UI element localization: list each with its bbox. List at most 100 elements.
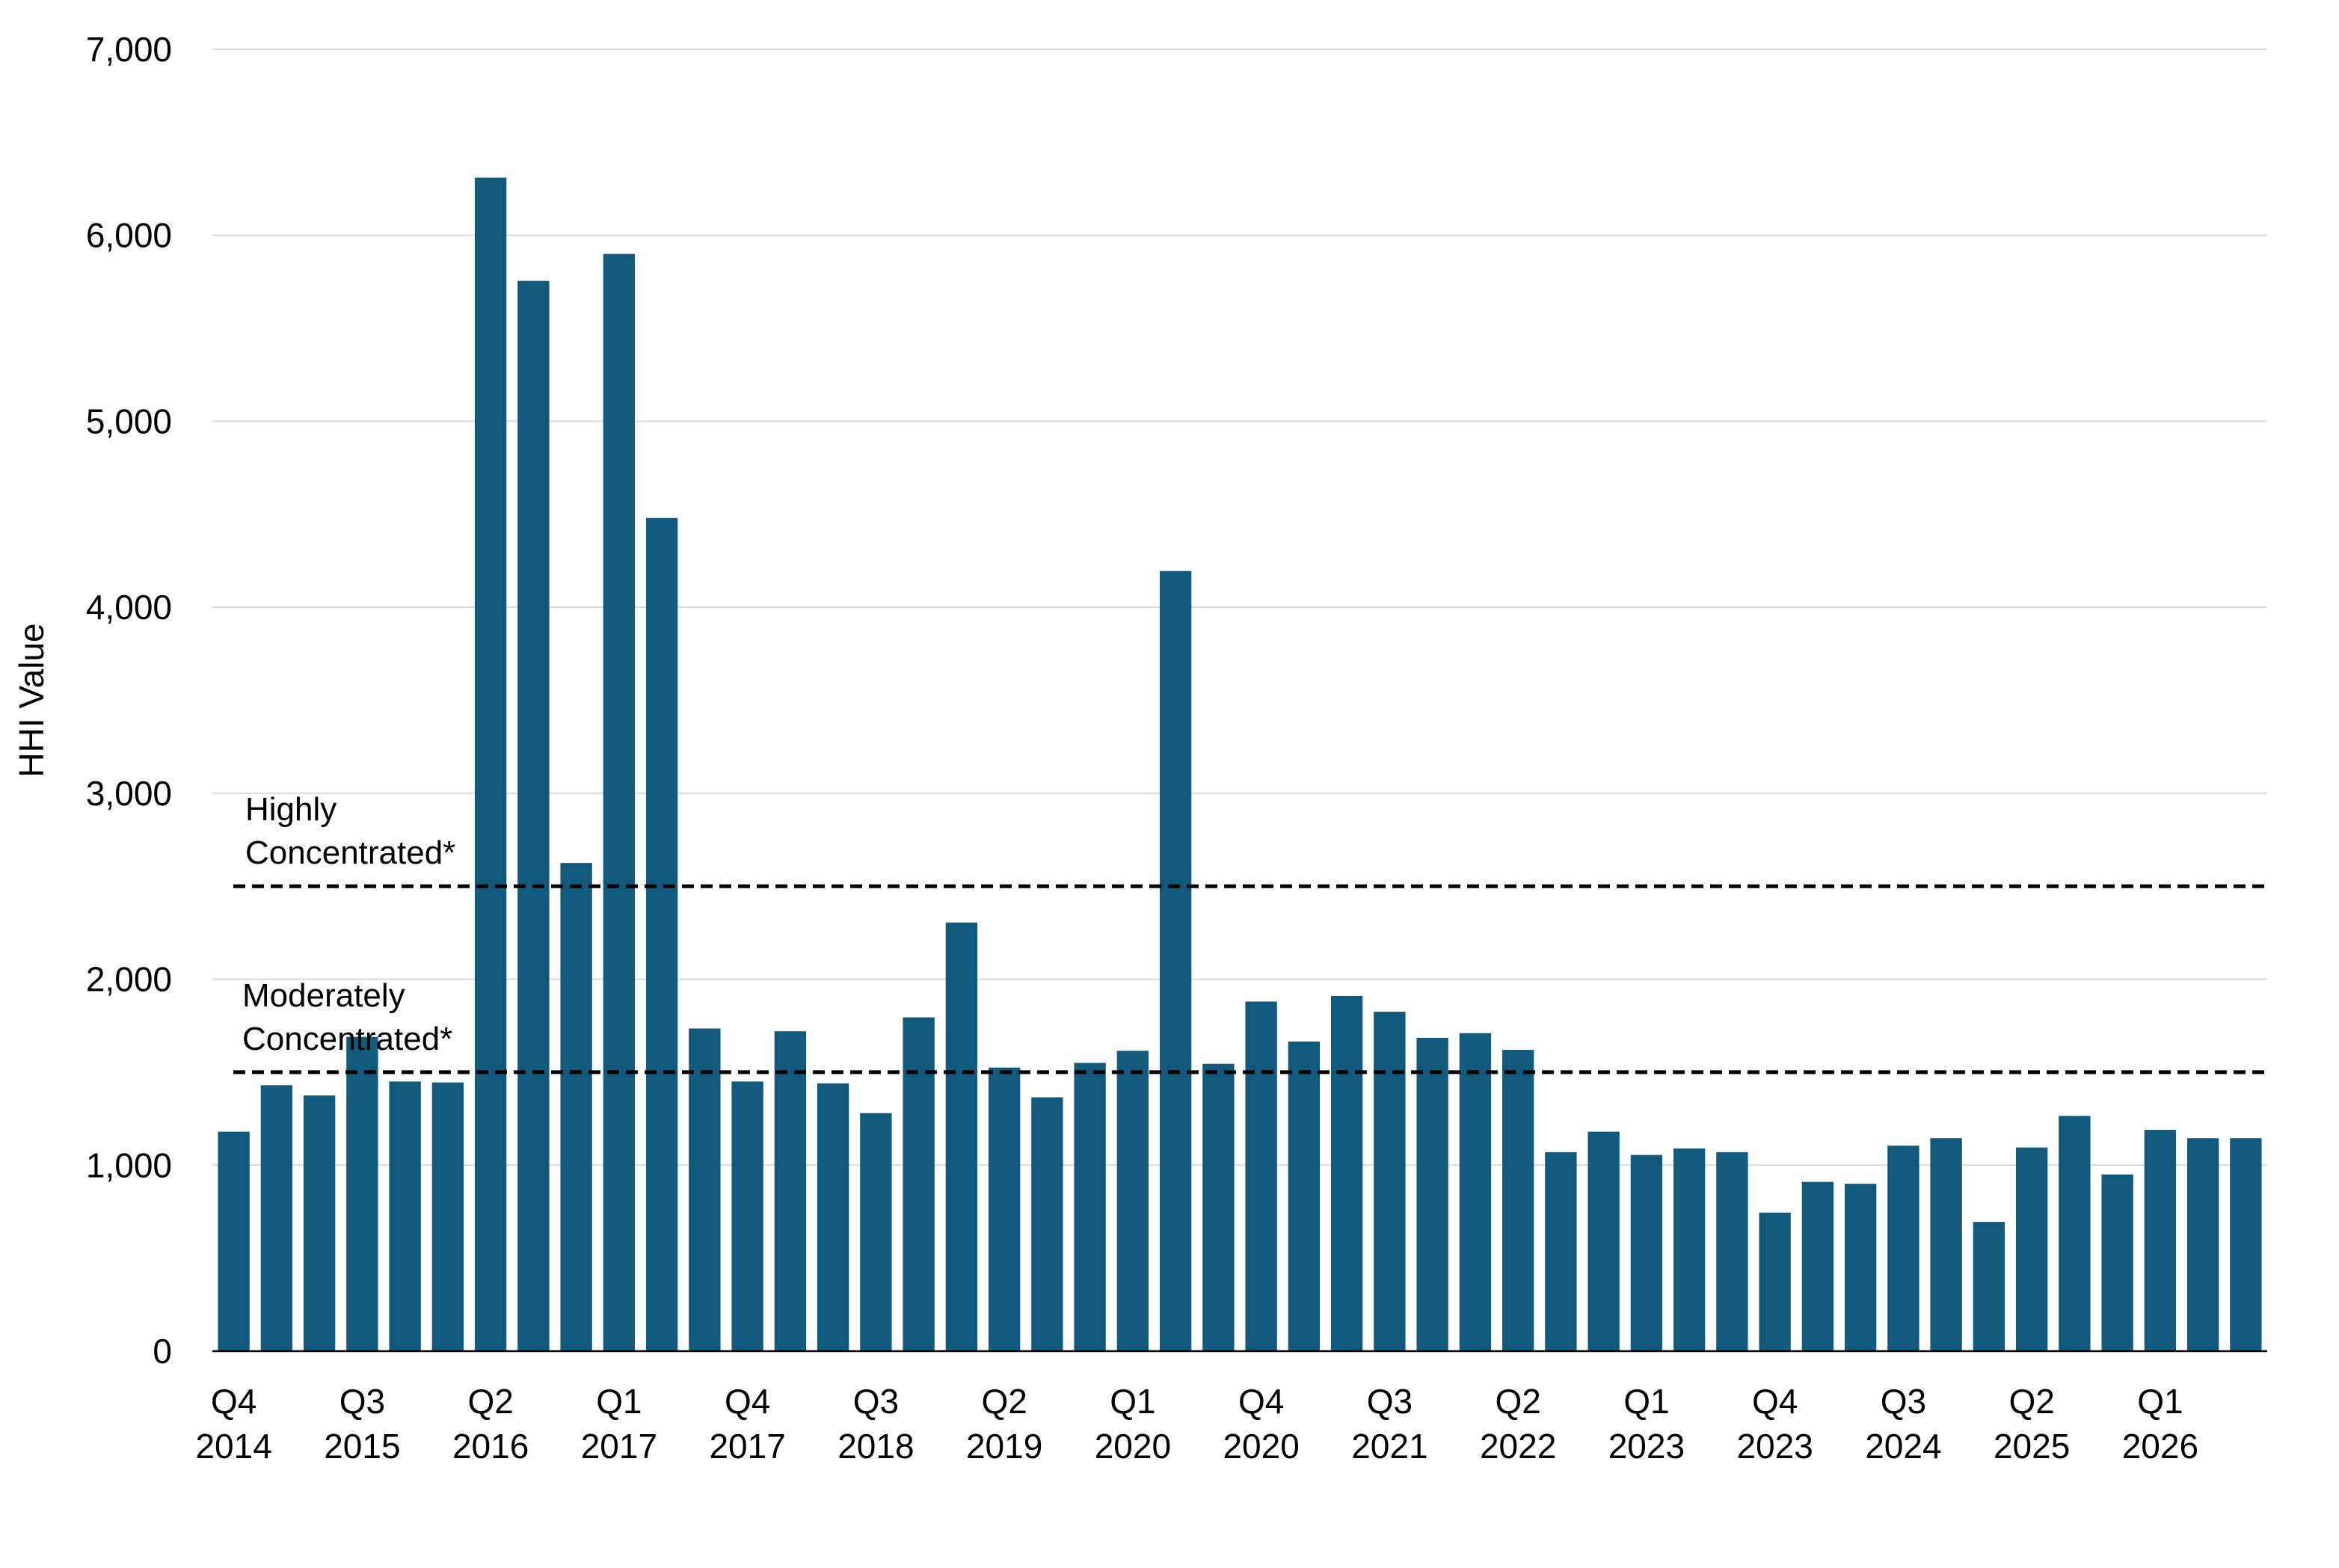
bar <box>346 1036 378 1351</box>
bar <box>1459 1033 1492 1351</box>
bar <box>1887 1146 1920 1351</box>
bar <box>303 1095 336 1351</box>
x-tick-label-year: 2023 <box>1736 1427 1813 1466</box>
bar <box>1844 1184 1877 1351</box>
x-tick-label-year: 2020 <box>1223 1427 1299 1466</box>
bar <box>1288 1041 1321 1351</box>
x-tick-label-quarter: Q1 <box>1110 1382 1155 1421</box>
x-tick-label-year: 2017 <box>581 1427 657 1466</box>
bar <box>1031 1097 1063 1351</box>
bar <box>988 1067 1021 1351</box>
gridlines <box>212 49 2267 1166</box>
bar <box>560 863 592 1351</box>
bar <box>1502 1050 1534 1351</box>
bar <box>1074 1063 1106 1351</box>
x-axis-tick-labels: Q4 2014 Q3 2015 Q2 2016 Q1 2017 Q4 2017 Q3 2018 Q2 20… <box>195 1382 2198 1466</box>
bar <box>1973 1222 2005 1351</box>
x-tick-label-quarter: Q3 <box>853 1382 899 1421</box>
bar <box>2101 1174 2133 1351</box>
bar <box>1673 1148 1706 1351</box>
bar <box>817 1083 849 1351</box>
bar <box>731 1081 763 1351</box>
x-tick-label-year: 2019 <box>966 1427 1042 1466</box>
x-tick-label-year: 2014 <box>195 1427 271 1466</box>
bar <box>1630 1155 1663 1351</box>
bar <box>1245 1001 1277 1351</box>
y-axis-tick-labels: 0 1,000 2,000 3,000 4,000 5,000 6,000 7,000 <box>86 30 172 1371</box>
reference-lines: Highly Concentrated* Moderately Concentrate… <box>233 791 2267 1074</box>
bar <box>2230 1138 2262 1351</box>
x-tick-label-year: 2023 <box>1608 1427 1685 1466</box>
bar <box>1759 1212 1791 1351</box>
x-tick-label-year: 2020 <box>1095 1427 1171 1466</box>
x-tick-label-quarter: Q2 <box>1495 1382 1540 1421</box>
x-tick-label-quarter: Q3 <box>339 1382 385 1421</box>
bar <box>1330 995 1363 1351</box>
bar <box>2059 1116 2091 1351</box>
x-tick-label-year: 2026 <box>2122 1427 2198 1466</box>
x-tick-label-quarter: Q4 <box>211 1382 256 1421</box>
y-tick-label: 4,000 <box>86 588 172 627</box>
reference-line-label-line: Concentrated* <box>245 834 455 871</box>
bar <box>474 177 507 1352</box>
x-tick-label-year: 2017 <box>709 1427 785 1466</box>
reference-line-label-line: Moderately <box>242 977 405 1014</box>
x-tick-label-year: 2021 <box>1351 1427 1427 1466</box>
bar <box>1930 1138 1962 1351</box>
x-tick-label-quarter: Q4 <box>1752 1382 1798 1421</box>
x-tick-label-year: 2022 <box>1480 1427 1556 1466</box>
x-tick-label-year: 2015 <box>324 1427 400 1466</box>
x-tick-label-quarter: Q2 <box>2008 1382 2054 1421</box>
bar <box>1801 1181 1834 1351</box>
bar <box>1545 1152 1577 1351</box>
bar <box>903 1017 935 1351</box>
y-tick-label: 5,000 <box>86 402 172 440</box>
bar <box>1587 1131 1620 1351</box>
bar <box>689 1028 721 1351</box>
x-tick-label-quarter: Q3 <box>1881 1382 1926 1421</box>
bar <box>774 1031 807 1351</box>
y-axis-title: HHI Value <box>12 623 51 777</box>
x-tick-label-quarter: Q2 <box>981 1382 1027 1421</box>
reference-line-label: Moderately Concentrated* <box>242 977 452 1057</box>
bar <box>1159 571 1192 1351</box>
bar <box>2186 1138 2219 1351</box>
x-tick-label-quarter: Q1 <box>2137 1382 2183 1421</box>
bar <box>2015 1147 2048 1351</box>
bar <box>945 922 978 1351</box>
bar <box>389 1081 421 1351</box>
y-tick-label: 6,000 <box>86 216 172 255</box>
y-tick-label: 1,000 <box>86 1146 172 1184</box>
y-tick-label: 2,000 <box>86 960 172 999</box>
x-tick-label-quarter: Q1 <box>596 1382 642 1421</box>
bar <box>645 517 678 1351</box>
y-tick-label: 7,000 <box>86 30 172 69</box>
x-tick-label-year: 2024 <box>1865 1427 1941 1466</box>
y-tick-label: 3,000 <box>86 774 172 813</box>
x-tick-label-quarter: Q4 <box>1238 1382 1284 1421</box>
bar <box>431 1082 464 1351</box>
bar <box>1374 1012 1406 1351</box>
bar <box>2144 1130 2177 1351</box>
bar <box>260 1085 293 1351</box>
bar <box>218 1131 250 1351</box>
reference-line-label-line: Highly <box>245 791 336 828</box>
x-tick-label-quarter: Q4 <box>725 1382 770 1421</box>
bar <box>603 253 636 1352</box>
y-tick-label: 0 <box>153 1332 172 1371</box>
bar <box>1202 1063 1235 1351</box>
x-tick-label-quarter: Q3 <box>1367 1382 1413 1421</box>
x-tick-label-year: 2025 <box>1994 1427 2070 1466</box>
bar <box>517 280 550 1351</box>
bars <box>218 177 2262 1352</box>
x-tick-label-quarter: Q1 <box>1623 1382 1669 1421</box>
x-tick-label-quarter: Q2 <box>467 1382 513 1421</box>
bar <box>1716 1152 1748 1351</box>
x-tick-label-year: 2018 <box>837 1427 914 1466</box>
reference-line-label-line: Concentrated* <box>242 1021 452 1057</box>
bar <box>1116 1051 1149 1351</box>
reference-line-label: Highly Concentrated* <box>245 791 455 871</box>
x-tick-label-year: 2016 <box>452 1427 529 1466</box>
bar <box>860 1113 892 1351</box>
